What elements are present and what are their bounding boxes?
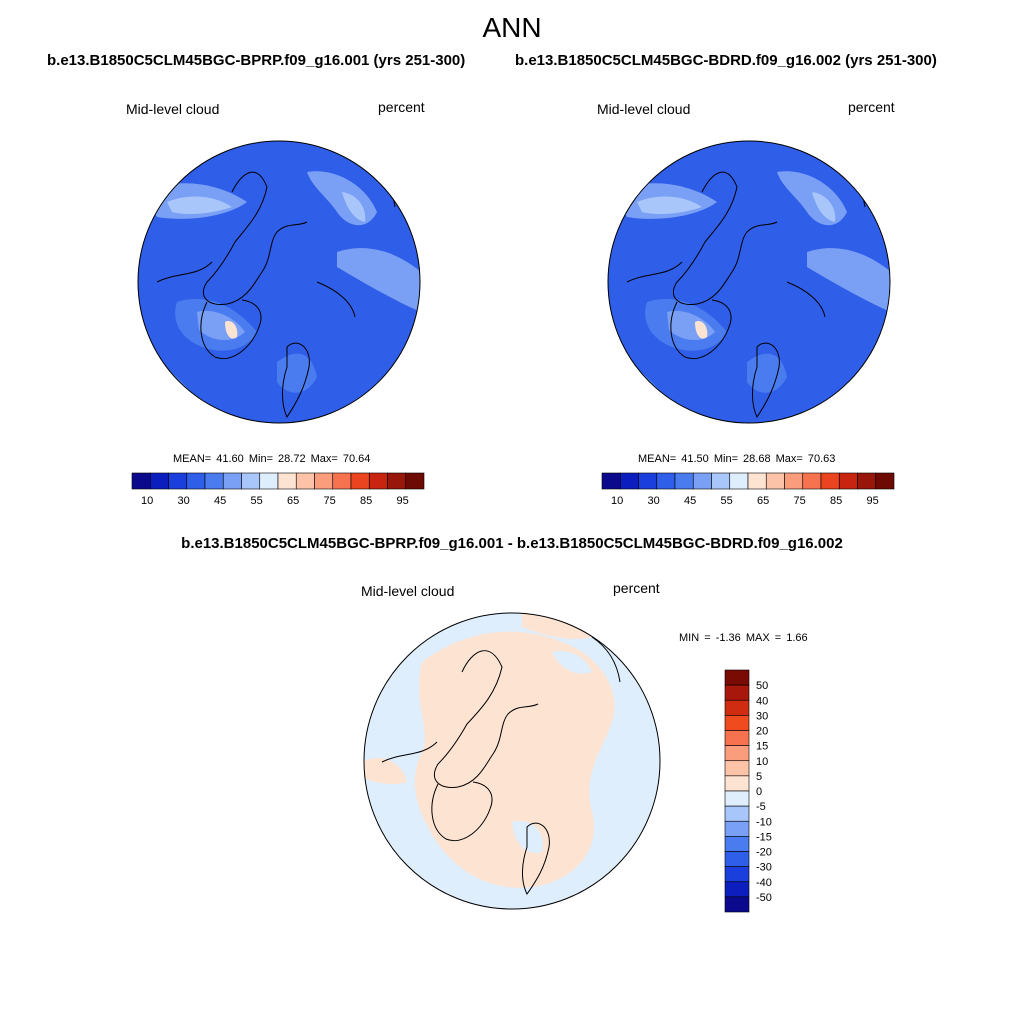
colorbar-swatch (729, 472, 749, 490)
colorbar-tick-label: 5 (756, 771, 762, 783)
colorbar-tick-label: -50 (756, 892, 772, 904)
colorbar-swatch (724, 699, 750, 716)
colorbar-swatch (724, 836, 750, 852)
colorbar-swatch (724, 851, 750, 867)
colorbar-swatch (332, 472, 352, 490)
panel-2-units-label: percent (848, 99, 895, 115)
colorbar-tick-label: -30 (756, 862, 772, 874)
colorbar-swatch (724, 881, 750, 898)
colorbar-tick-label: 10 (756, 756, 768, 768)
colorbar-tick-label: 10 (141, 495, 153, 507)
colorbar-tick-label: 30 (756, 710, 768, 722)
colorbar-swatch (601, 472, 621, 490)
colorbar-swatch (204, 472, 224, 490)
colorbar-swatch (724, 730, 750, 746)
colorbar-swatch (724, 669, 750, 686)
colorbar-tick-label: -20 (756, 847, 772, 859)
colorbar-swatch (368, 472, 388, 490)
colorbar-tick-label: 55 (721, 495, 733, 507)
panel-1-case-title: b.e13.B1850C5CLM45BGC-BPRP.f09_g16.001 (… (47, 52, 466, 69)
difference-variable-label: Mid-level cloud (361, 583, 455, 599)
panel-2-colorbar: 10 30 45 55 65 75 85 95 (601, 472, 895, 507)
colorbar-swatch (405, 472, 425, 490)
colorbar-tick-label: 85 (360, 495, 372, 507)
colorbar-swatch (350, 472, 370, 490)
colorbar-swatch (724, 896, 750, 913)
colorbar-swatch (724, 820, 750, 837)
colorbar-swatch (674, 472, 694, 490)
colorbar-swatch (314, 472, 334, 490)
panel-2-stats: MEAN= 41.50 Min= 28.68 Max= 70.63 (638, 453, 836, 465)
colorbar-swatch (724, 790, 750, 807)
colorbar-tick-label: 65 (757, 495, 769, 507)
difference-units-label: percent (613, 580, 660, 596)
colorbar-swatch (857, 472, 877, 490)
colorbar-swatch (277, 472, 297, 490)
difference-stats: MIN = -1.36 MAX = 1.66 (679, 632, 808, 644)
colorbar-tick-label: 95 (397, 495, 409, 507)
colorbar-swatch (692, 472, 712, 490)
colorbar-tick-label: 0 (756, 786, 762, 798)
colorbar-tick-label: 45 (214, 495, 226, 507)
colorbar-tick-label: 85 (830, 495, 842, 507)
colorbar-swatch (295, 472, 315, 490)
colorbar-tick-label: -40 (756, 877, 772, 889)
colorbar-swatch (186, 472, 206, 490)
colorbar-swatch (724, 775, 750, 792)
colorbar-swatch (724, 684, 750, 701)
panel-1-colorbar: 10 30 45 55 65 75 85 95 (131, 472, 425, 507)
colorbar-tick-label: 55 (251, 495, 263, 507)
colorbar-swatch (241, 472, 261, 490)
page-title: ANN (482, 12, 542, 43)
panel-2-case-title: b.e13.B1850C5CLM45BGC-BDRD.f09_g16.002 (… (515, 52, 937, 69)
colorbar-swatch (149, 472, 169, 490)
colorbar-tick-label: 10 (611, 495, 623, 507)
colorbar-tick-label: 75 (794, 495, 806, 507)
colorbar-tick-label: -15 (756, 831, 772, 843)
colorbar-swatch (168, 472, 188, 490)
colorbar-swatch (656, 472, 676, 490)
colorbar-tick-label: 50 (756, 680, 768, 692)
panel-1-polar-map (137, 140, 421, 424)
colorbar-swatch (711, 472, 731, 490)
panel-1-units-label: percent (378, 99, 425, 115)
colorbar-tick-label: 95 (867, 495, 879, 507)
colorbar-tick-label: 65 (287, 495, 299, 507)
colorbar-swatch (765, 472, 785, 490)
colorbar-swatch (131, 472, 151, 490)
panel-1-stats: MEAN= 41.60 Min= 28.72 Max= 70.64 (173, 453, 371, 465)
difference-title: b.e13.B1850C5CLM45BGC-BPRP.f09_g16.001 -… (181, 535, 843, 552)
colorbar-swatch (784, 472, 804, 490)
panel-2-polar-map (607, 140, 891, 424)
colorbar-swatch (724, 745, 750, 762)
colorbar-tick-label: 30 (178, 495, 190, 507)
colorbar-tick-label: 45 (684, 495, 696, 507)
panel-2-variable-label: Mid-level cloud (597, 101, 691, 117)
colorbar-swatch (724, 805, 750, 822)
colorbar-tick-label: 20 (756, 726, 768, 738)
colorbar-swatch (724, 760, 750, 777)
panel-1-variable-label: Mid-level cloud (126, 101, 220, 117)
colorbar-tick-label: 15 (756, 741, 768, 753)
colorbar-swatch (638, 472, 658, 490)
colorbar-tick-label: -10 (756, 816, 772, 828)
colorbar-tick-label: 40 (756, 695, 768, 707)
difference-polar-map (363, 612, 661, 910)
colorbar-swatch (875, 472, 895, 490)
colorbar-swatch (747, 472, 767, 490)
colorbar-swatch (724, 866, 750, 883)
colorbar-tick-label: 75 (324, 495, 336, 507)
colorbar-swatch (259, 472, 279, 490)
colorbar-swatch (820, 472, 840, 490)
colorbar-tick-label: 30 (648, 495, 660, 507)
colorbar-swatch (387, 472, 407, 490)
colorbar-swatch (222, 472, 242, 490)
colorbar-swatch (619, 472, 639, 490)
colorbar-swatch (724, 715, 750, 731)
colorbar-swatch (838, 472, 858, 490)
colorbar-swatch (802, 472, 822, 490)
colorbar-tick-label: -5 (756, 801, 766, 813)
